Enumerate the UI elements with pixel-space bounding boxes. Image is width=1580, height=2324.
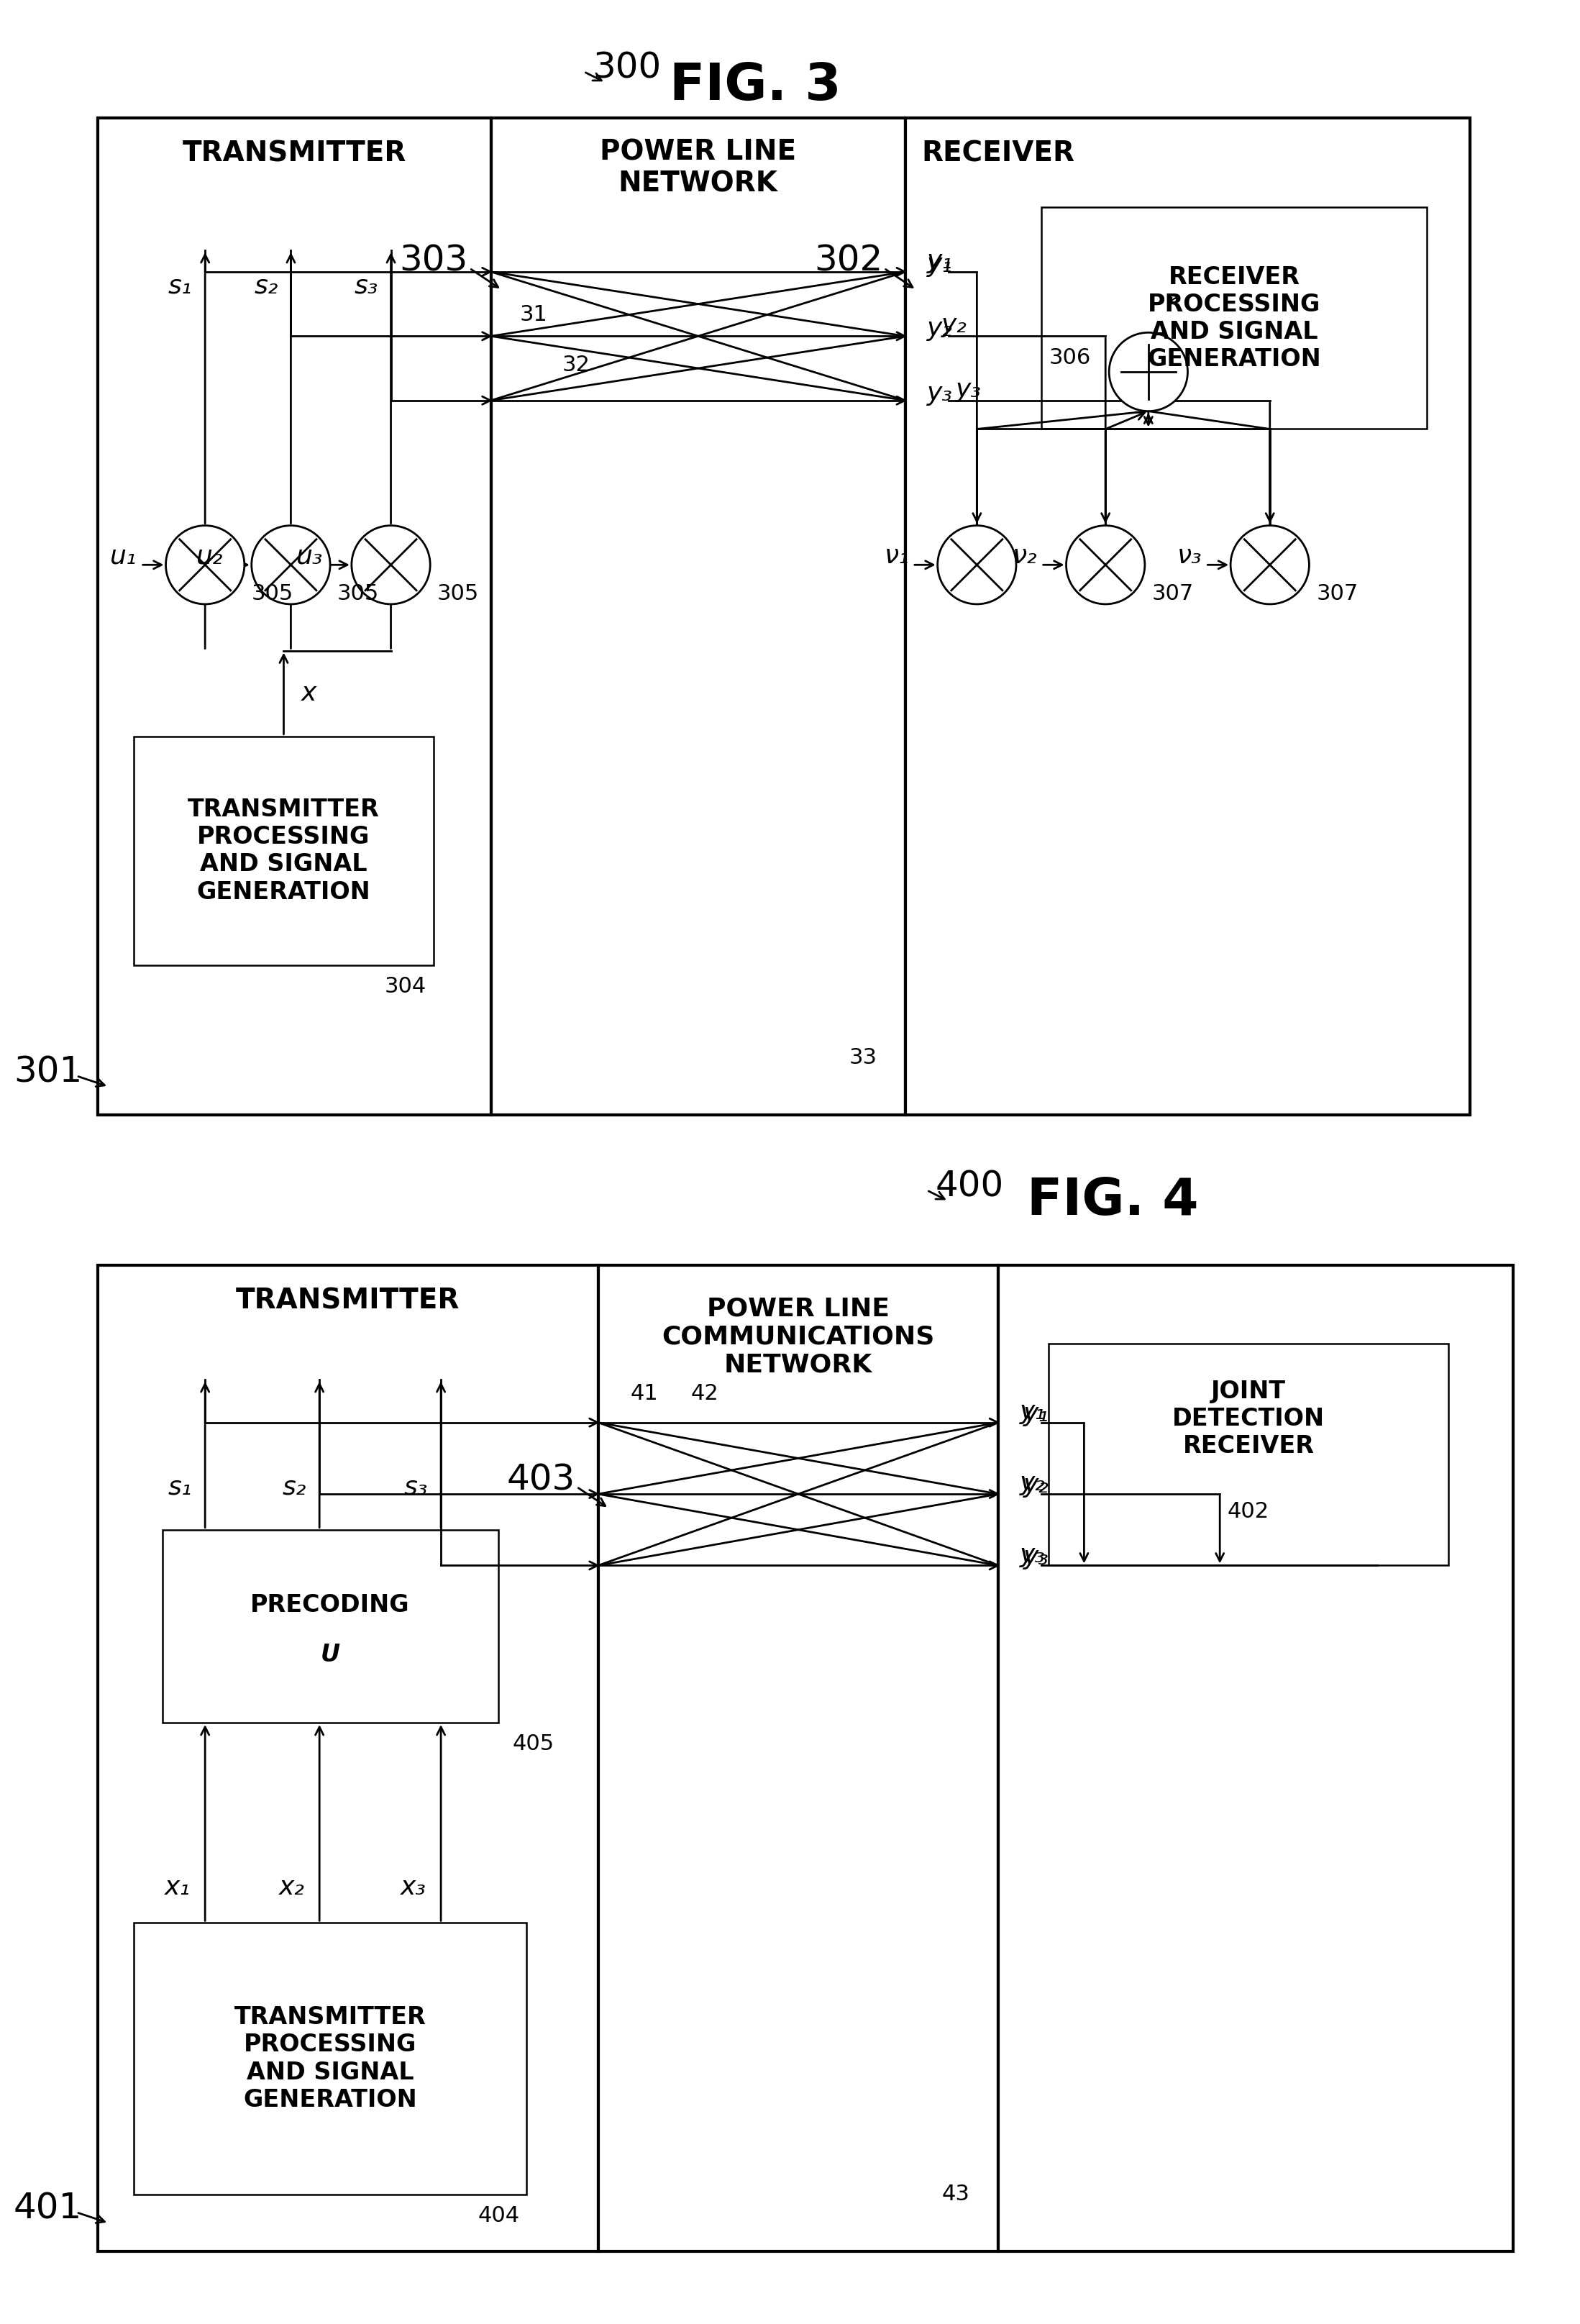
Bar xyxy=(134,737,434,964)
Text: ν₃: ν₃ xyxy=(1177,544,1202,569)
Circle shape xyxy=(251,525,330,604)
Text: 404: 404 xyxy=(477,2205,520,2226)
Text: 305: 305 xyxy=(337,583,379,604)
Text: TRANSMITTER: TRANSMITTER xyxy=(182,139,406,167)
Bar xyxy=(905,119,1469,1116)
Text: 401: 401 xyxy=(14,2192,82,2226)
Text: 402: 402 xyxy=(1228,1501,1269,1522)
Text: TRANSMITTER
PROCESSING
AND SIGNAL
GENERATION: TRANSMITTER PROCESSING AND SIGNAL GENERA… xyxy=(234,2006,427,2113)
Text: 43: 43 xyxy=(942,2185,970,2205)
Circle shape xyxy=(166,525,245,604)
Text: PRECODING: PRECODING xyxy=(251,1592,409,1618)
Text: RECEIVER
PROCESSING
AND SIGNAL
GENERATION: RECEIVER PROCESSING AND SIGNAL GENERATIO… xyxy=(1147,265,1321,372)
Text: y₂: y₂ xyxy=(927,316,953,342)
Text: y₂: y₂ xyxy=(942,314,967,337)
Text: 305: 305 xyxy=(251,583,294,604)
Text: 302: 302 xyxy=(814,244,883,279)
Text: r: r xyxy=(1166,293,1177,316)
Text: u₃: u₃ xyxy=(295,544,322,569)
Text: RECEIVER: RECEIVER xyxy=(921,139,1074,167)
Text: s₃: s₃ xyxy=(404,1476,428,1499)
Text: 42: 42 xyxy=(690,1383,719,1404)
Text: y₃: y₃ xyxy=(927,381,953,404)
Bar xyxy=(1049,1343,1449,1566)
Circle shape xyxy=(1109,332,1188,411)
Circle shape xyxy=(1067,525,1146,604)
Text: 32: 32 xyxy=(562,353,591,374)
Text: y₃: y₃ xyxy=(956,376,981,402)
Text: y₂: y₂ xyxy=(1019,1471,1046,1497)
Text: FIG. 3: FIG. 3 xyxy=(670,60,841,112)
Bar xyxy=(98,119,491,1116)
Text: y₁: y₁ xyxy=(1019,1399,1046,1425)
Circle shape xyxy=(1231,525,1310,604)
Circle shape xyxy=(352,525,430,604)
Text: s₃: s₃ xyxy=(354,274,378,297)
Text: x₃: x₃ xyxy=(401,1875,427,1899)
Text: 301: 301 xyxy=(14,1055,82,1090)
Text: 400: 400 xyxy=(935,1169,1003,1204)
Text: 303: 303 xyxy=(400,244,468,279)
Bar xyxy=(98,1264,599,2252)
Text: x: x xyxy=(302,681,318,706)
Text: 304: 304 xyxy=(384,976,427,997)
Text: TRANSMITTER
PROCESSING
AND SIGNAL
GENERATION: TRANSMITTER PROCESSING AND SIGNAL GENERA… xyxy=(188,797,379,904)
Bar xyxy=(134,1922,526,2194)
Text: s₂: s₂ xyxy=(283,1476,307,1499)
Bar xyxy=(98,119,1469,1116)
Text: s₁: s₁ xyxy=(167,274,193,297)
Text: s₁: s₁ xyxy=(167,1476,193,1499)
Text: 307: 307 xyxy=(1152,583,1194,604)
Text: u₁: u₁ xyxy=(111,544,137,569)
Text: u₂: u₂ xyxy=(196,544,223,569)
Text: y₁: y₁ xyxy=(927,253,953,277)
Bar xyxy=(1041,207,1427,430)
Text: 405: 405 xyxy=(512,1734,555,1755)
Text: y₃: y₃ xyxy=(1024,1545,1049,1569)
Text: 307: 307 xyxy=(1316,583,1359,604)
Text: TRANSMITTER: TRANSMITTER xyxy=(235,1287,460,1315)
Text: POWER LINE
NETWORK: POWER LINE NETWORK xyxy=(600,139,796,198)
Text: 403: 403 xyxy=(507,1462,575,1497)
Text: 31: 31 xyxy=(520,304,548,325)
Text: y₂: y₂ xyxy=(1024,1473,1049,1497)
Text: POWER LINE
COMMUNICATIONS
NETWORK: POWER LINE COMMUNICATIONS NETWORK xyxy=(662,1297,935,1378)
Text: ν₂: ν₂ xyxy=(1013,544,1038,569)
Text: y₃: y₃ xyxy=(1019,1543,1046,1566)
Text: JOINT
DETECTION
RECEIVER: JOINT DETECTION RECEIVER xyxy=(1172,1380,1324,1457)
Text: x₂: x₂ xyxy=(280,1875,305,1899)
Bar xyxy=(999,1264,1512,2252)
Text: ν₁: ν₁ xyxy=(885,544,908,569)
Text: y₁: y₁ xyxy=(927,249,953,274)
Text: FIG. 4: FIG. 4 xyxy=(1027,1176,1199,1225)
Text: 306: 306 xyxy=(1049,346,1092,367)
Text: y₁: y₁ xyxy=(1024,1401,1049,1427)
Text: 300: 300 xyxy=(592,51,660,86)
Bar xyxy=(163,1529,498,1722)
Text: x₁: x₁ xyxy=(164,1875,191,1899)
Bar xyxy=(491,119,905,1116)
Text: s₂: s₂ xyxy=(254,274,278,297)
Text: 305: 305 xyxy=(438,583,479,604)
Text: 41: 41 xyxy=(630,1383,659,1404)
Circle shape xyxy=(937,525,1016,604)
Text: U: U xyxy=(321,1643,340,1666)
Bar xyxy=(599,1264,999,2252)
Text: 33: 33 xyxy=(848,1048,877,1069)
